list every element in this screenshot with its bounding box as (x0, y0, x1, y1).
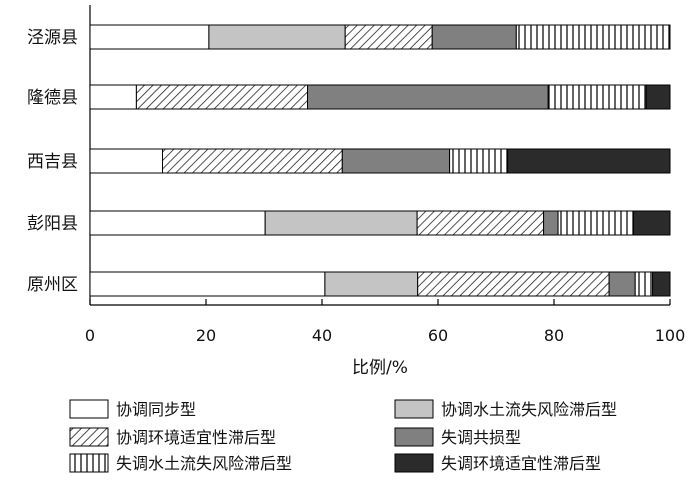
bar-segment (89, 210, 266, 236)
bar-segment (515, 24, 671, 50)
legend-label: 失调共损型 (441, 428, 521, 447)
bar-segment (557, 210, 634, 236)
x-tick-label: 0 (85, 326, 95, 345)
bar-segment (645, 84, 671, 110)
bar-segment (344, 24, 433, 50)
category-label: 泾源县 (27, 28, 78, 48)
legend-label: 失调环境适宜性滞后型 (441, 454, 601, 473)
bar-segment (632, 210, 671, 236)
category-label: 彭阳县 (27, 214, 78, 234)
x-tick-label: 100 (655, 326, 686, 345)
bar-segment (324, 271, 419, 297)
bar-segment (543, 210, 559, 236)
legend-label: 协调同步型 (116, 400, 196, 419)
x-axis-label: 比例/% (352, 358, 408, 378)
x-tick-label: 80 (544, 326, 564, 345)
bar-segment (89, 24, 210, 50)
bar-segment (341, 148, 451, 174)
bar-segment (608, 271, 636, 297)
bar-segment (135, 84, 308, 110)
category-label: 隆德县 (27, 88, 78, 108)
bar-segment (431, 24, 517, 50)
x-tick-label: 20 (196, 326, 216, 345)
legend-swatch (394, 427, 434, 447)
bar-segment (264, 210, 418, 236)
legend-swatch (394, 453, 434, 473)
legend-label: 协调水土流失风险滞后型 (441, 400, 617, 419)
x-tick-label: 60 (428, 326, 448, 345)
bar-segment (162, 148, 343, 174)
legend-swatch (394, 399, 434, 419)
bar-segment (417, 271, 610, 297)
bar-segment (547, 84, 647, 110)
bar-segment (652, 271, 671, 297)
x-tick-label: 40 (312, 326, 332, 345)
bar-segment (89, 148, 163, 174)
category-label: 西吉县 (27, 152, 78, 172)
bar-segment (507, 148, 671, 174)
bar-segment (449, 148, 509, 174)
bar-segment (208, 24, 346, 50)
bar-segment (307, 84, 549, 110)
bar-segment (416, 210, 545, 236)
legend-label: 协调环境适宜性滞后型 (116, 428, 276, 447)
category-label: 原州区 (27, 275, 78, 295)
legend-swatch (69, 399, 109, 419)
bar-segment (89, 84, 137, 110)
legend-label: 失调水土流失风险滞后型 (116, 454, 292, 473)
bar-segment (634, 271, 654, 297)
legend-swatch (69, 427, 109, 447)
bar-segment (89, 271, 326, 297)
legend-swatch (69, 453, 109, 473)
